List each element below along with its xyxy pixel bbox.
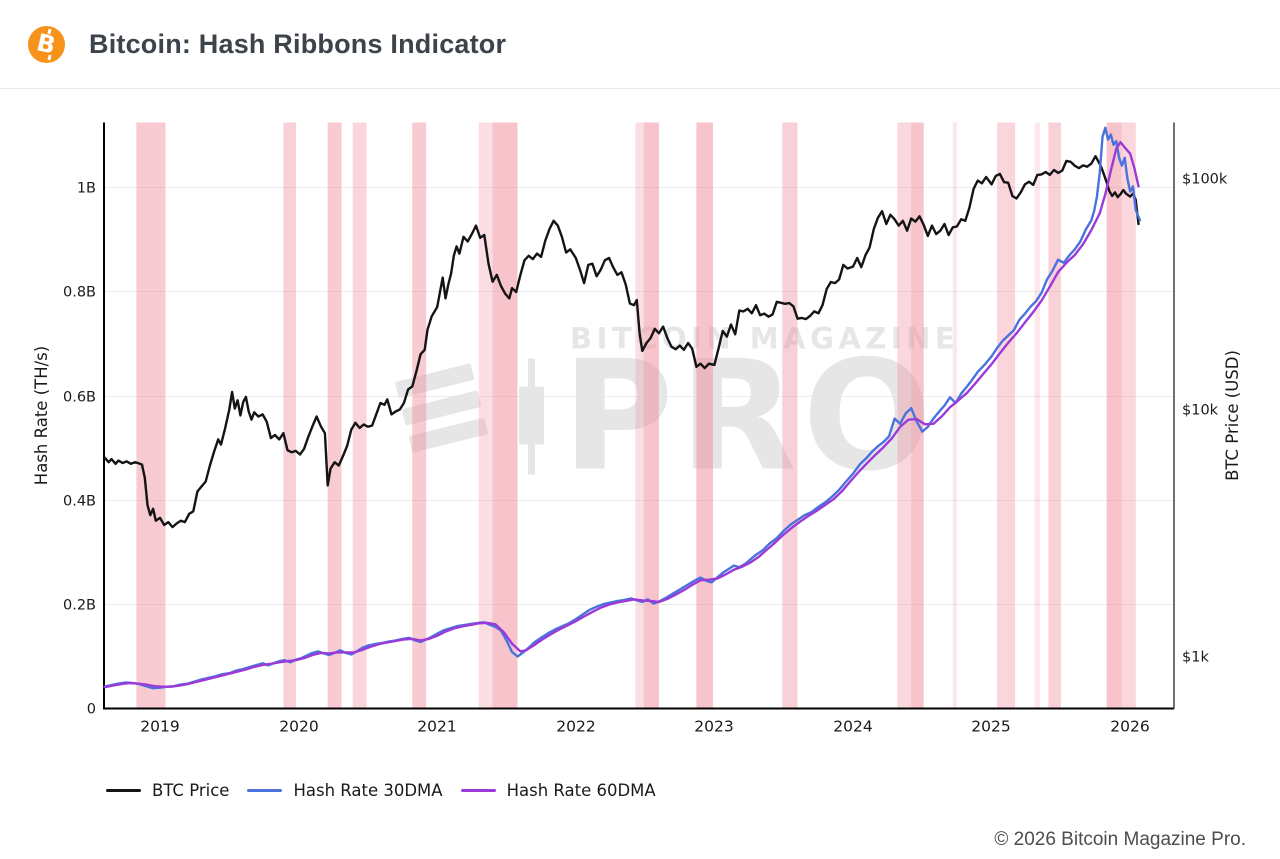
x-tick: 2025 xyxy=(971,718,1010,736)
capitulation-band xyxy=(643,122,659,708)
left-axis-title: Hash Rate (TH/s) xyxy=(32,346,51,485)
x-tick: 2022 xyxy=(556,718,595,736)
left-tick: 0 xyxy=(87,702,96,718)
btc-price-line-swatch xyxy=(106,788,141,793)
legend-label: Hash Rate 60DMA xyxy=(506,781,656,800)
gridlines xyxy=(105,187,1173,605)
header: B Bitcoin: Hash Ribbons Indicator xyxy=(0,0,1280,89)
right-axis-ticks: $1k $10k $100k xyxy=(1182,172,1228,666)
series-lines xyxy=(103,126,1142,690)
capitulation-band xyxy=(1106,122,1122,708)
watermark: BITCOIN MAGAZINE PRO ® xyxy=(395,322,959,505)
legend-item-hash-rate-60dma: Hash Rate 60DMA xyxy=(460,781,656,800)
capitulation-band xyxy=(911,122,924,708)
capitulation-band xyxy=(696,122,713,708)
copyright-text: © 2026 Bitcoin Magazine Pro. xyxy=(994,829,1246,850)
x-tick: 2020 xyxy=(279,718,318,736)
right-tick: $10k xyxy=(1182,403,1219,419)
capitulation-band xyxy=(352,122,367,708)
legend-item-btc-price: BTC Price xyxy=(106,781,229,800)
legend-label: Hash Rate 30DMA xyxy=(293,781,443,800)
watermark-line1: BITCOIN MAGAZINE xyxy=(570,322,959,356)
left-tick: 1B xyxy=(77,181,96,197)
x-tick: 2021 xyxy=(417,718,456,736)
x-tick: 2019 xyxy=(140,718,179,736)
capitulation-band xyxy=(1048,122,1061,708)
x-tick: 2023 xyxy=(694,718,733,736)
right-tick: $100k xyxy=(1182,172,1228,188)
x-axis-ticks: 2019 2020 2021 2022 2023 2024 2025 2026 xyxy=(140,718,1149,736)
capitulation-bands xyxy=(136,122,1136,708)
capitulation-band xyxy=(492,122,518,708)
capitulation-band xyxy=(1034,122,1041,708)
axes xyxy=(103,122,1175,710)
left-axis-ticks: 0 0.2B 0.4B 0.6B 0.8B 1B xyxy=(63,181,96,718)
hash-rate-30dma-line-swatch xyxy=(247,788,283,793)
capitulation-band xyxy=(478,122,493,708)
capitulation-band xyxy=(997,122,1016,708)
x-tick: 2026 xyxy=(1110,718,1149,736)
hash-rate-60dma-line-swatch xyxy=(460,788,496,793)
series-hash-rate-60dma xyxy=(103,140,1140,689)
capitulation-band xyxy=(1121,122,1136,708)
right-axis-title: BTC Price (USD) xyxy=(1223,350,1242,481)
capitulation-band xyxy=(635,122,644,708)
series-btc-price xyxy=(103,154,1140,529)
left-tick: 0.8B xyxy=(63,285,96,301)
legend-item-hash-rate-30dma: Hash Rate 30DMA xyxy=(247,781,443,800)
capitulation-band xyxy=(412,122,427,708)
right-tick: $1k xyxy=(1182,650,1209,666)
bitcoin-logo-icon: B xyxy=(28,25,65,63)
capitulation-band xyxy=(327,122,342,708)
legend: BTC Price Hash Rate 30DMA Hash Rate 60DM… xyxy=(106,781,656,800)
watermark-candle-icon xyxy=(519,358,544,475)
page-title: Bitcoin: Hash Ribbons Indicator xyxy=(89,28,507,59)
capitulation-band xyxy=(283,122,296,708)
legend-label: BTC Price xyxy=(152,781,230,800)
x-tick: 2024 xyxy=(833,718,872,736)
watermark-logo-icon xyxy=(395,363,488,453)
watermark-registered: ® xyxy=(864,353,888,381)
left-tick: 0.4B xyxy=(63,494,96,510)
left-tick: 0.6B xyxy=(63,390,96,406)
watermark-line2: PRO xyxy=(562,328,938,505)
capitulation-band xyxy=(952,122,957,708)
capitulation-band xyxy=(136,122,166,708)
left-tick: 0.2B xyxy=(63,598,96,614)
capitulation-band xyxy=(782,122,798,708)
